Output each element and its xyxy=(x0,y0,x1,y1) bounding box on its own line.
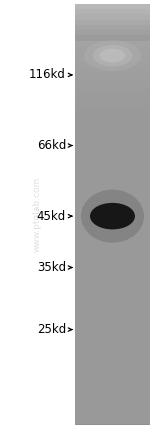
Bar xyxy=(75,166,150,172)
Bar xyxy=(75,193,150,198)
Bar xyxy=(75,392,150,398)
Bar xyxy=(75,83,150,88)
Bar xyxy=(75,98,150,104)
Text: 45kd: 45kd xyxy=(37,210,66,223)
Bar xyxy=(75,151,150,156)
Bar xyxy=(75,413,150,419)
Bar xyxy=(75,366,150,372)
Bar xyxy=(75,360,150,366)
Bar xyxy=(75,245,150,251)
Bar xyxy=(75,292,150,298)
Bar xyxy=(75,156,150,162)
Bar xyxy=(75,386,150,392)
Bar xyxy=(75,271,150,277)
Bar xyxy=(75,30,150,36)
Bar xyxy=(75,308,150,314)
Bar xyxy=(75,240,150,246)
Bar xyxy=(75,93,150,99)
Bar xyxy=(75,130,150,135)
Bar xyxy=(75,46,150,51)
Bar xyxy=(75,20,150,25)
Ellipse shape xyxy=(100,49,125,62)
Bar xyxy=(75,114,150,119)
Bar xyxy=(75,214,150,219)
Bar xyxy=(75,282,150,288)
Bar xyxy=(75,4,150,9)
Bar xyxy=(75,266,150,272)
Bar xyxy=(75,187,150,193)
Bar xyxy=(75,339,150,345)
Text: 116kd: 116kd xyxy=(29,68,66,81)
Bar xyxy=(75,72,150,78)
Bar xyxy=(75,407,150,413)
Bar xyxy=(75,4,150,424)
Bar xyxy=(75,250,150,256)
Bar xyxy=(75,397,150,403)
Bar xyxy=(75,208,150,214)
Bar xyxy=(75,9,150,15)
Bar xyxy=(75,161,150,167)
Bar xyxy=(75,125,150,130)
Bar xyxy=(75,329,150,335)
Bar xyxy=(75,119,150,125)
Bar xyxy=(75,371,150,377)
Bar xyxy=(75,177,150,183)
Bar xyxy=(75,324,150,330)
Bar xyxy=(75,276,150,282)
Bar xyxy=(75,14,150,20)
Bar xyxy=(75,182,150,188)
Ellipse shape xyxy=(90,203,135,229)
Bar xyxy=(75,62,150,67)
Bar xyxy=(75,135,150,141)
Bar xyxy=(75,297,150,303)
Bar xyxy=(75,140,150,146)
Bar xyxy=(75,224,150,230)
Ellipse shape xyxy=(81,190,144,243)
Text: 25kd: 25kd xyxy=(37,323,66,336)
Bar xyxy=(75,41,150,46)
Bar xyxy=(75,334,150,340)
Text: www.ptglab.com: www.ptglab.com xyxy=(33,176,42,252)
Bar xyxy=(75,36,150,41)
Bar xyxy=(75,198,150,204)
Bar xyxy=(75,313,150,319)
Bar xyxy=(75,418,150,424)
Bar xyxy=(75,51,150,57)
Bar xyxy=(75,67,150,72)
Bar xyxy=(75,261,150,266)
Bar xyxy=(75,88,150,93)
Bar xyxy=(75,345,150,350)
Bar xyxy=(75,376,150,382)
Bar xyxy=(75,350,150,356)
Text: 66kd: 66kd xyxy=(37,139,66,152)
Bar xyxy=(75,318,150,324)
Bar xyxy=(75,77,150,83)
Bar xyxy=(75,25,150,30)
Ellipse shape xyxy=(93,45,132,66)
Bar xyxy=(75,104,150,109)
Bar xyxy=(75,402,150,408)
Bar xyxy=(75,172,150,177)
Bar xyxy=(75,203,150,209)
Text: 35kd: 35kd xyxy=(37,261,66,274)
Bar xyxy=(75,303,150,308)
Bar xyxy=(75,146,150,151)
Bar xyxy=(75,235,150,240)
Bar xyxy=(75,229,150,235)
Bar xyxy=(75,256,150,261)
Bar xyxy=(75,381,150,387)
Bar xyxy=(75,109,150,114)
Bar xyxy=(75,56,150,62)
Bar xyxy=(75,355,150,361)
Bar xyxy=(75,219,150,224)
Bar xyxy=(75,287,150,293)
Ellipse shape xyxy=(84,40,141,71)
